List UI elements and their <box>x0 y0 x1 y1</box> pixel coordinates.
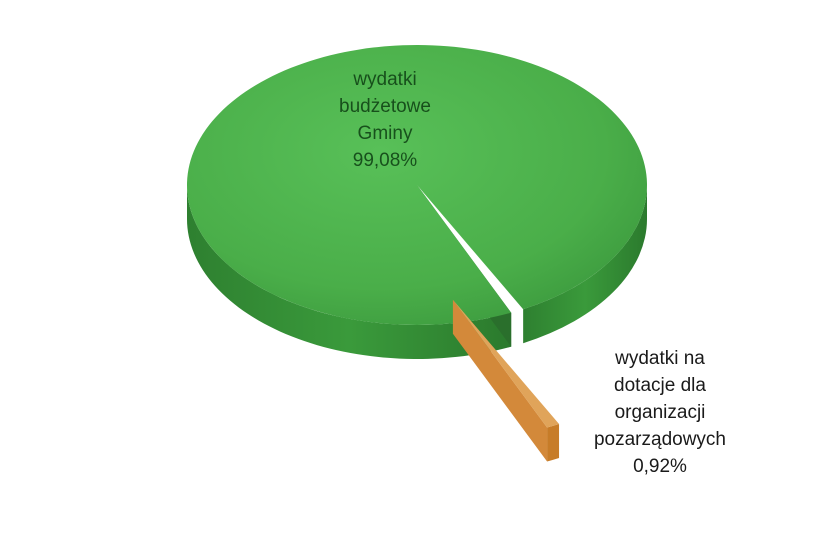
slice-ngo-top <box>452 299 560 428</box>
slice-label-gmina-line-3: Gminy <box>357 123 413 144</box>
slice-ngo-cut-wall <box>452 299 548 462</box>
slice-label-ngo-line-3: organizacji <box>614 402 706 423</box>
slice-gmina-side-right <box>523 185 647 344</box>
slice-gmina-side-left <box>187 185 512 360</box>
slice-ngo-side <box>547 423 560 462</box>
slice-ngo <box>452 299 560 462</box>
slice-gmina-top <box>186 45 647 326</box>
slice-label-ngo-line-2: dotacje dla <box>614 375 706 396</box>
slice-label-gmina-line-2: budżetowe <box>339 96 431 117</box>
slice-percent-gmina: 99,08% <box>352 150 418 171</box>
slice-label-ngo: wydatki na dotacje dla organizacji pozar… <box>560 345 760 480</box>
slice-label-ngo-line-1: wydatki na <box>615 348 705 369</box>
slice-label-gmina-line-1: wydatki <box>353 69 417 90</box>
slice-percent-ngo: 0,92% <box>633 456 687 477</box>
slice-label-ngo-line-4: pozarządowych <box>593 429 727 450</box>
slice-label-gmina: wydatki budżetowe Gminy 99,08% <box>315 66 455 174</box>
